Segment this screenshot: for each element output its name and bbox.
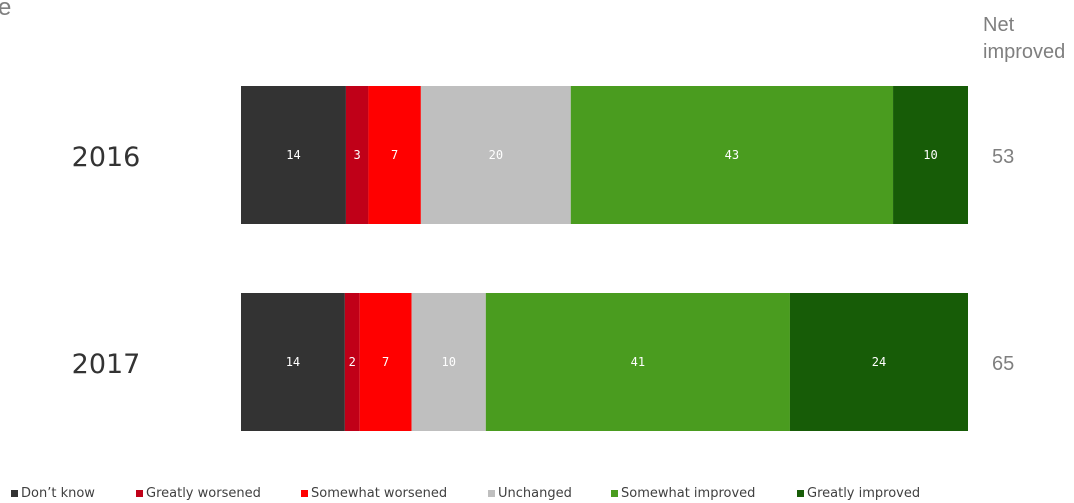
- data-label-2017-0: 14: [286, 355, 300, 369]
- data-label-2017-2: 7: [382, 355, 389, 369]
- title-fragment: e: [0, 0, 12, 21]
- net-improved-value-2016: 53: [992, 146, 1014, 168]
- data-label-2016-2: 7: [391, 148, 398, 162]
- bar-segment-2016-2: [368, 86, 421, 224]
- bar-segment-2016-4: [570, 86, 894, 224]
- net-improved-header-line1: Net: [983, 14, 1015, 36]
- bar-segment-2017-0: [241, 293, 345, 431]
- bar-segment-2016-1: [345, 86, 369, 224]
- stacked-bar-chart: 2016 14 3 7 20 43 10 53 2017 14 2 7 10 41 24 65: [72, 86, 1014, 431]
- legend-label: Unchanged: [498, 486, 572, 501]
- category-label-2017: 2017: [72, 349, 141, 380]
- data-label-2017-1: 2: [349, 355, 356, 369]
- data-label-2016-5: 10: [923, 148, 937, 162]
- bar-segment-2017-1: [344, 293, 360, 431]
- legend-item-0: Don’t know: [11, 486, 95, 501]
- legend-swatch: [611, 490, 618, 497]
- legend-label: Somewhat worsened: [311, 486, 448, 501]
- legend-item-2: Somewhat worsened: [301, 486, 447, 501]
- legend-swatch: [797, 490, 804, 497]
- data-label-2016-0: 14: [286, 148, 300, 162]
- bar-segment-2016-5: [893, 86, 968, 224]
- legend-label: Greatly worsened: [146, 486, 261, 501]
- bar-segment-2017-4: [485, 293, 790, 431]
- data-label-2017-4: 41: [631, 355, 645, 369]
- bar-segment-2017-3: [411, 293, 486, 431]
- legend-item-4: Somewhat improved: [611, 486, 755, 501]
- data-label-2017-3: 10: [441, 355, 455, 369]
- legend-item-1: Greatly worsened: [136, 486, 261, 501]
- bar-segment-2017-5: [789, 293, 968, 431]
- bar-segment-2016-0: [241, 86, 346, 224]
- net-improved-header-line2: improved: [983, 41, 1066, 63]
- net-improved-value-2017: 65: [992, 353, 1014, 375]
- data-label-2017-5: 24: [872, 355, 886, 369]
- data-label-2016-3: 20: [489, 148, 503, 162]
- bar-segment-2016-3: [420, 86, 571, 224]
- legend-swatch: [11, 490, 18, 497]
- legend-label: Somewhat improved: [621, 486, 756, 501]
- legend-swatch: [301, 490, 308, 497]
- data-label-2016-1: 3: [354, 148, 361, 162]
- legend-label: Greatly improved: [807, 486, 921, 501]
- legend-item-5: Greatly improved: [797, 486, 920, 501]
- net-improved-header: Net improved: [983, 12, 1065, 66]
- data-label-2016-4: 43: [725, 148, 739, 162]
- legend-swatch: [136, 490, 143, 497]
- legend-swatch: [488, 490, 495, 497]
- legend-label: Don’t know: [21, 486, 95, 501]
- legend-item-3: Unchanged: [488, 486, 572, 501]
- category-label-2016: 2016: [72, 142, 141, 173]
- bar-segment-2017-2: [359, 293, 412, 431]
